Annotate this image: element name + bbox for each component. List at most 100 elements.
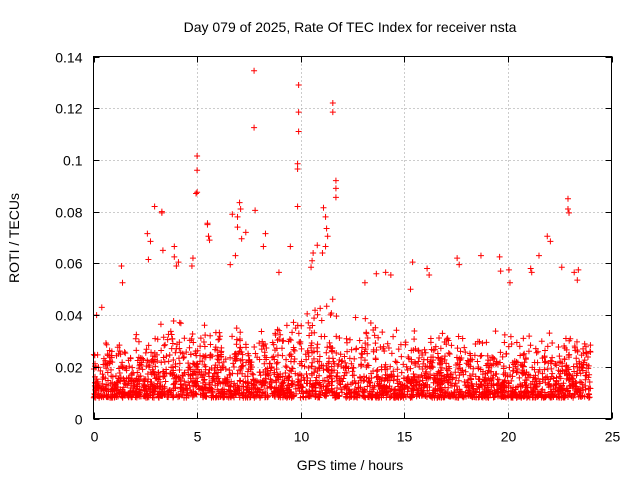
- data-point: [531, 390, 538, 397]
- data-point: [485, 367, 492, 374]
- data-point: [508, 341, 515, 348]
- data-point: [319, 250, 326, 257]
- data-point: [490, 354, 497, 361]
- data-point: [513, 358, 520, 365]
- data-point: [474, 358, 481, 365]
- data-point: [534, 393, 541, 400]
- data-point: [426, 271, 433, 278]
- data-point: [150, 358, 157, 365]
- data-point: [298, 345, 305, 352]
- data-point: [582, 376, 589, 383]
- data-point: [157, 321, 164, 328]
- data-point: [581, 340, 588, 347]
- data-point: [459, 367, 466, 374]
- data-point: [324, 374, 331, 381]
- data-point: [149, 394, 156, 401]
- data-point: [542, 347, 549, 354]
- data-point: [119, 359, 126, 366]
- data-point: [180, 391, 187, 398]
- data-point: [177, 349, 184, 356]
- data-point: [550, 386, 557, 393]
- data-point: [321, 377, 328, 384]
- data-point: [410, 386, 417, 393]
- data-point: [416, 391, 423, 398]
- data-point: [464, 357, 471, 364]
- data-point: [295, 330, 302, 337]
- data-point: [186, 364, 193, 371]
- data-point: [371, 332, 378, 339]
- data-point: [152, 335, 159, 342]
- data-point: [334, 384, 341, 391]
- data-point: [396, 392, 403, 399]
- data-point: [236, 199, 243, 206]
- data-point: [532, 345, 539, 352]
- data-point: [390, 390, 397, 397]
- data-point: [421, 346, 428, 353]
- data-point: [406, 377, 413, 384]
- data-point: [422, 381, 429, 388]
- data-point: [394, 366, 401, 373]
- data-point: [127, 355, 134, 362]
- data-point: [503, 384, 510, 391]
- data-point: [448, 342, 455, 349]
- data-point: [238, 389, 245, 396]
- data-point: [161, 342, 168, 349]
- plot-frame: [93, 56, 612, 419]
- data-point: [420, 356, 427, 363]
- data-point: [267, 360, 274, 367]
- data-point: [410, 370, 417, 377]
- data-point: [289, 380, 296, 387]
- data-point: [164, 336, 171, 343]
- data-point: [256, 340, 263, 347]
- data-point: [419, 392, 426, 399]
- data-point: [143, 346, 150, 353]
- data-point: [434, 382, 441, 389]
- data-point: [176, 366, 183, 373]
- data-point: [291, 356, 298, 363]
- data-point: [282, 363, 289, 370]
- data-point: [159, 247, 166, 254]
- data-point: [372, 394, 379, 401]
- data-point: [521, 359, 528, 366]
- data-point: [416, 354, 423, 361]
- data-point: [370, 348, 377, 355]
- data-point: [386, 394, 393, 401]
- data-point: [143, 385, 150, 392]
- data-point: [344, 339, 351, 346]
- data-point: [91, 352, 98, 359]
- data-point: [392, 390, 399, 397]
- data-point: [181, 335, 188, 342]
- data-point: [359, 392, 366, 399]
- data-point: [506, 364, 513, 371]
- data-point: [239, 351, 246, 358]
- data-point: [170, 375, 177, 382]
- data-point: [318, 317, 325, 324]
- data-point: [367, 380, 374, 387]
- data-point: [115, 393, 122, 400]
- data-point: [223, 377, 230, 384]
- data-point: [464, 379, 471, 386]
- data-point: [482, 374, 489, 381]
- data-point: [333, 333, 340, 340]
- data-point: [415, 358, 422, 365]
- data-point: [579, 393, 586, 400]
- data-point: [294, 165, 301, 172]
- data-point: [172, 384, 179, 391]
- data-point: [412, 359, 419, 366]
- data-point: [301, 363, 308, 370]
- data-point: [273, 360, 280, 367]
- data-point: [512, 386, 519, 393]
- data-point: [109, 379, 116, 386]
- data-point: [512, 363, 519, 370]
- data-point: [323, 383, 330, 390]
- data-point: [277, 374, 284, 381]
- data-point: [177, 377, 184, 384]
- data-point: [482, 382, 489, 389]
- data-point: [432, 343, 439, 350]
- data-point: [297, 338, 304, 345]
- data-point: [541, 353, 548, 360]
- data-point: [339, 378, 346, 385]
- data-point: [252, 377, 259, 384]
- data-point: [118, 363, 125, 370]
- data-point: [121, 349, 128, 356]
